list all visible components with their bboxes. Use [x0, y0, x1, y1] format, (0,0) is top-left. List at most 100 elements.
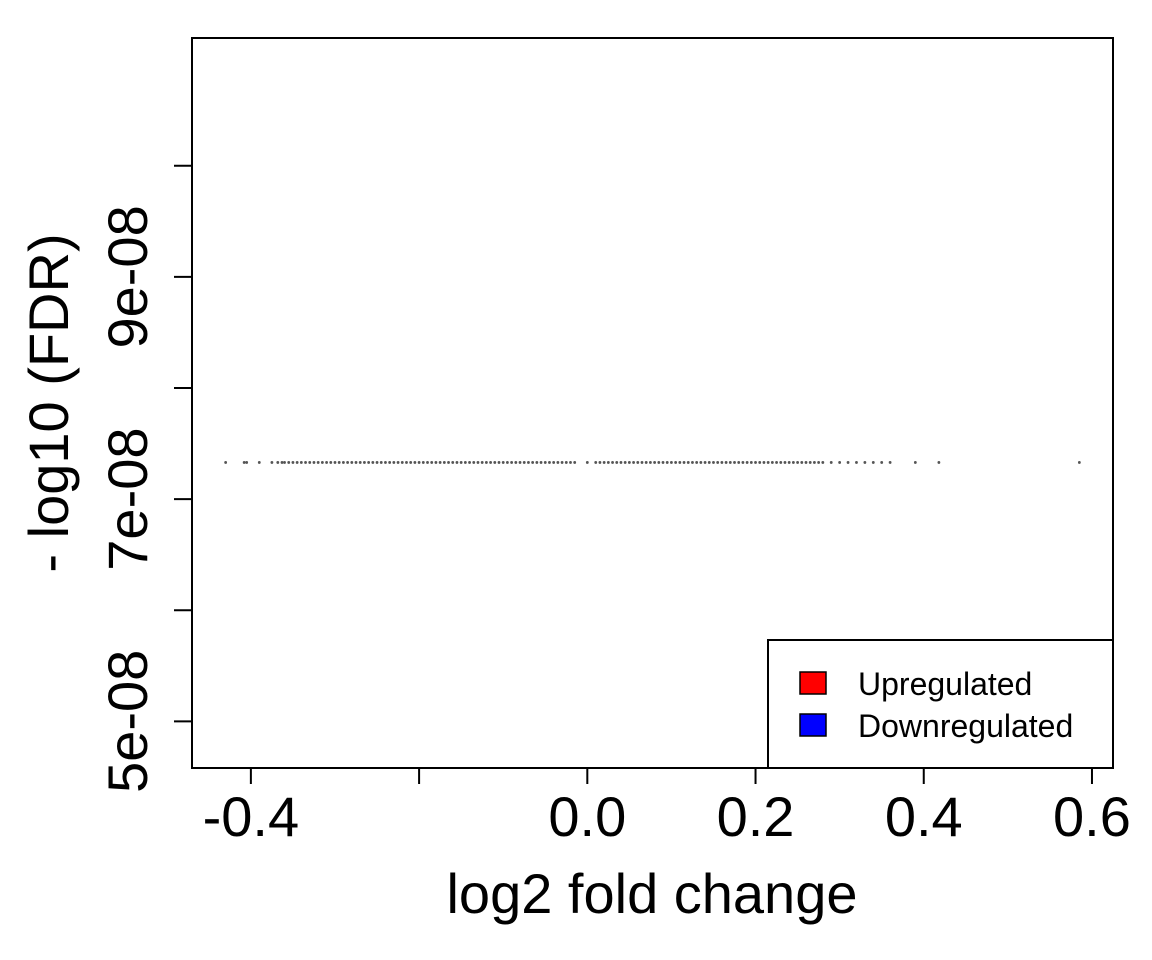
data-point	[745, 461, 749, 464]
data-point	[619, 461, 623, 464]
data-point	[749, 461, 753, 464]
data-point	[674, 461, 678, 464]
data-point	[527, 461, 530, 464]
data-point	[270, 461, 274, 464]
data-point	[766, 461, 770, 464]
plot-frame	[191, 37, 1114, 769]
data-point	[657, 461, 661, 464]
data-point	[728, 461, 732, 464]
data-point	[522, 461, 526, 464]
data-point	[573, 461, 577, 464]
data-point	[363, 461, 366, 464]
data-point	[880, 461, 884, 464]
data-point	[712, 461, 715, 464]
data-point	[371, 461, 375, 464]
data-point	[409, 461, 413, 464]
data-point	[451, 461, 455, 464]
data-point	[280, 461, 284, 464]
data-point	[737, 461, 741, 464]
data-point	[937, 461, 941, 464]
data-point	[770, 461, 774, 464]
data-point	[602, 461, 606, 464]
data-point	[644, 461, 648, 464]
data-point	[316, 461, 320, 464]
data-point	[421, 461, 425, 464]
data-point	[510, 461, 514, 464]
data-point	[242, 461, 246, 464]
data-point	[804, 461, 808, 464]
data-point	[224, 461, 228, 464]
legend-swatch-downregulated	[799, 713, 827, 737]
data-point	[594, 461, 598, 464]
data-point	[396, 461, 400, 464]
data-point	[779, 461, 783, 464]
data-point	[821, 461, 825, 464]
data-point	[543, 461, 547, 464]
x-tick-label: 0.6	[1053, 785, 1131, 848]
data-point	[501, 461, 505, 464]
data-point	[388, 461, 392, 464]
data-point	[606, 461, 610, 464]
data-point	[758, 461, 762, 464]
data-point	[329, 461, 333, 464]
data-point	[813, 461, 816, 464]
y-tick-label: 5e-08	[96, 650, 159, 793]
data-point	[354, 461, 358, 464]
data-point	[741, 461, 745, 464]
data-point	[312, 461, 316, 464]
data-point	[548, 461, 551, 464]
data-point	[754, 461, 757, 464]
legend-label-downregulated: Downregulated	[858, 708, 1073, 744]
x-tick-label: 0.4	[885, 785, 963, 848]
data-point	[829, 461, 833, 464]
y-axis: 5e-08 7e-08 9e-08	[96, 164, 192, 793]
y-axis-title: - log10 (FDR)	[17, 233, 80, 572]
data-point	[484, 461, 488, 464]
y-tick-label: 7e-08	[96, 427, 159, 570]
data-point	[783, 461, 787, 464]
data-point	[855, 461, 858, 464]
data-point	[489, 461, 492, 464]
data-point	[585, 461, 589, 464]
x-tick-label: -0.4	[203, 785, 300, 848]
legend-swatch-upregulated	[799, 671, 827, 695]
data-point	[817, 461, 821, 464]
data-point	[442, 461, 446, 464]
data-point	[615, 461, 619, 464]
data-point	[653, 461, 656, 464]
data-point	[670, 461, 673, 464]
data-point	[434, 461, 438, 464]
data-point	[695, 461, 699, 464]
data-point	[430, 461, 434, 464]
data-point	[560, 461, 564, 464]
data-point	[598, 461, 602, 464]
data-point	[346, 461, 349, 464]
legend-box	[767, 639, 1114, 769]
y-tick-label: 9e-08	[96, 205, 159, 348]
data-point	[796, 461, 799, 464]
data-point	[913, 461, 917, 464]
data-point	[459, 461, 463, 464]
data-point	[863, 461, 867, 464]
data-point	[333, 461, 337, 464]
data-point	[480, 461, 484, 464]
data-point	[426, 461, 429, 464]
x-axis: -0.4 0.0 0.2 0.4 0.6	[203, 768, 1131, 848]
data-point	[640, 461, 644, 464]
data-point	[846, 461, 850, 464]
data-point	[665, 461, 669, 464]
data-point	[304, 461, 307, 464]
data-point	[283, 461, 286, 464]
data-point	[384, 461, 387, 464]
data-point	[320, 461, 324, 464]
legend: Upregulated Downregulated	[767, 639, 1114, 769]
data-point	[342, 461, 345, 464]
data-point	[569, 461, 572, 464]
data-point	[472, 461, 476, 464]
data-point	[552, 461, 556, 464]
data-point	[367, 461, 371, 464]
data-point	[295, 461, 299, 464]
data-point	[325, 461, 328, 464]
data-point	[375, 461, 379, 464]
